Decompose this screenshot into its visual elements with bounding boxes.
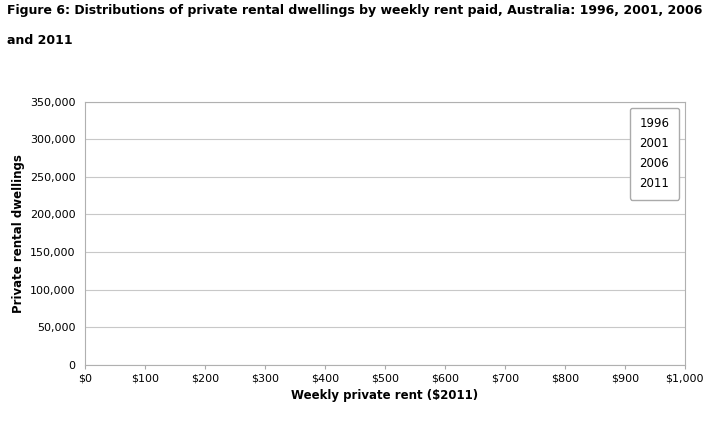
- Text: and 2011: and 2011: [7, 34, 73, 47]
- Text: Figure 6: Distributions of private rental dwellings by weekly rent paid, Austral: Figure 6: Distributions of private renta…: [7, 4, 702, 17]
- Legend: 1996, 2001, 2006, 2011: 1996, 2001, 2006, 2011: [630, 108, 679, 200]
- Y-axis label: Private rental dwellings: Private rental dwellings: [11, 154, 25, 312]
- X-axis label: Weekly private rent ($2011): Weekly private rent ($2011): [291, 389, 479, 402]
